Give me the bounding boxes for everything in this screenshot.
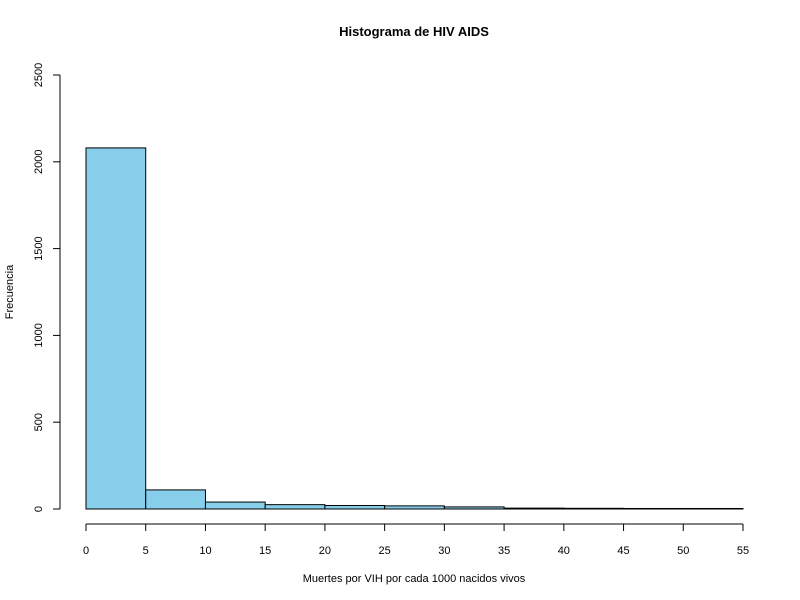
x-tick-label: 5 <box>143 545 149 557</box>
histogram-bar <box>85 147 147 510</box>
histogram-bar <box>443 506 505 510</box>
histogram-bar <box>623 507 684 510</box>
y-axis-ticks: 0 500 1000 1500 2000 2500 <box>33 63 60 512</box>
y-tick-label: 1000 <box>33 323 45 347</box>
x-tick-label: 0 <box>83 545 89 557</box>
x-tick-label: 55 <box>737 545 749 557</box>
x-tick-label: 20 <box>319 545 331 557</box>
x-tick-label: 45 <box>617 545 629 557</box>
y-tick-label: 500 <box>33 413 45 431</box>
y-tick-label: 0 <box>33 506 45 512</box>
x-tick-label: 10 <box>199 545 211 557</box>
x-axis-label: Muertes por VIH por cada 1000 nacidos vi… <box>303 573 526 585</box>
y-tick-label: 1500 <box>33 236 45 260</box>
x-tick-label: 35 <box>498 545 510 557</box>
histogram-bar <box>264 504 326 510</box>
histogram-bar <box>204 501 266 510</box>
x-tick-label: 25 <box>379 545 391 557</box>
histogram-bar <box>563 507 625 510</box>
y-tick-label: 2000 <box>33 150 45 174</box>
histogram-bar <box>324 505 386 510</box>
y-tick-label: 2500 <box>33 63 45 87</box>
x-tick-label: 15 <box>259 545 271 557</box>
histogram-bar <box>682 507 744 510</box>
x-axis-ticks: 0 5 10 15 20 25 30 35 40 45 50 55 <box>83 524 749 557</box>
x-tick-label: 30 <box>438 545 450 557</box>
bars-group <box>85 147 744 510</box>
y-axis-label: Frecuencia <box>4 264 16 319</box>
chart-title: Histograma de HIV AIDS <box>339 24 489 39</box>
x-tick-label: 50 <box>677 545 689 557</box>
histogram-bar <box>384 505 445 510</box>
x-tick-label: 40 <box>558 545 570 557</box>
histogram-bar <box>503 507 565 510</box>
histogram-bar <box>145 489 206 510</box>
